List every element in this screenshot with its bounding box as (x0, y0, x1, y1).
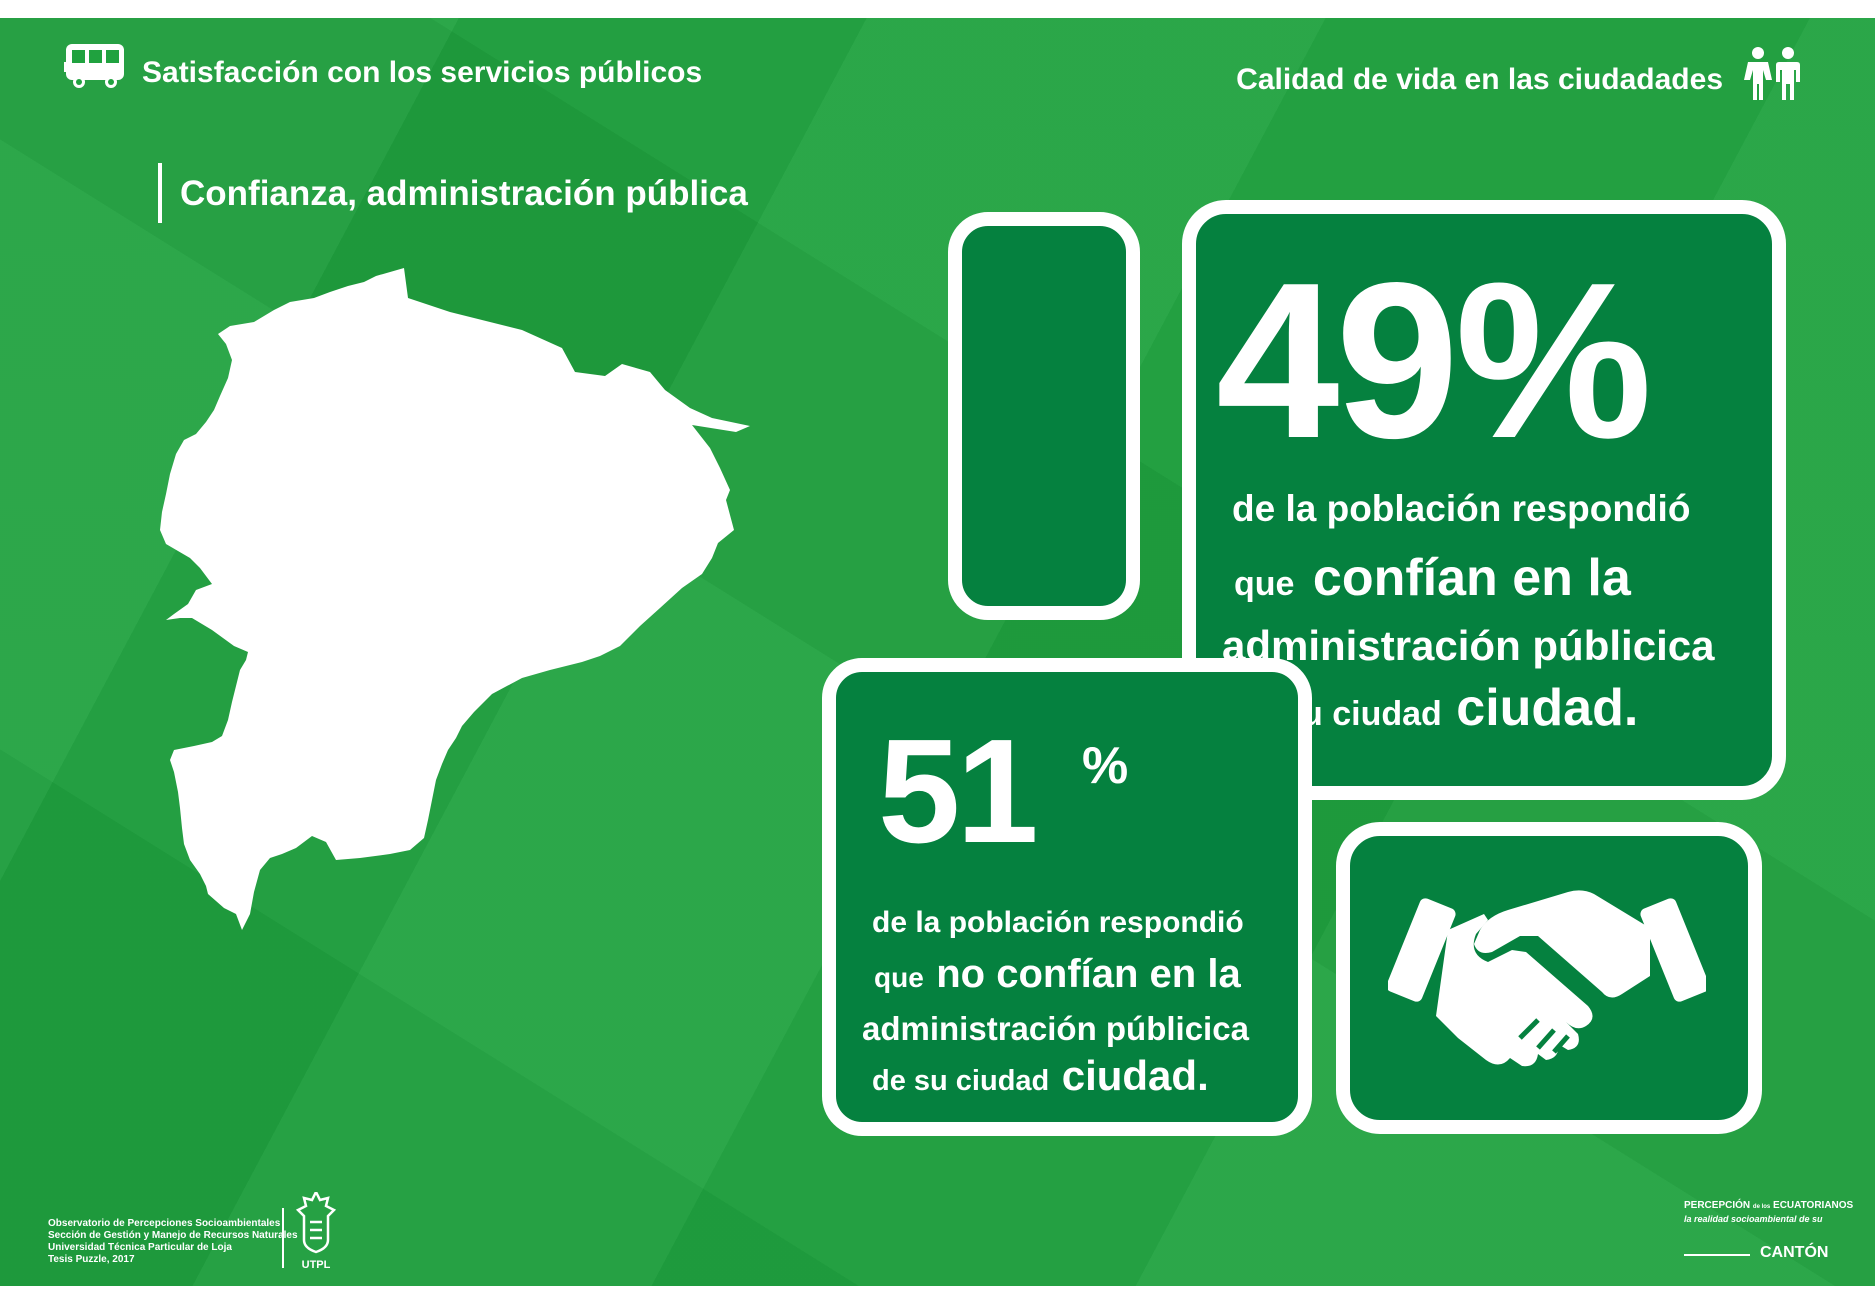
section-divider (158, 163, 162, 223)
utpl-label: UTPL (301, 1259, 331, 1271)
brand-canton: CANTÓN (1760, 1244, 1829, 1261)
stat-trust-emphasis: confían en la (1312, 549, 1631, 607)
stat-distrust-line2: que no confían en la (874, 952, 1241, 997)
stat-trust-line2: que confían en la (1234, 548, 1631, 608)
stat-trust-value: 49% (1216, 237, 1652, 485)
brand-mid: de los (1752, 1204, 1771, 1210)
stat-distrust-line1: de la población respondió (872, 906, 1244, 939)
credit-line-3: Universidad Técnica Particular de Loja (48, 1242, 232, 1253)
utpl-logo: UTPL (295, 1189, 337, 1280)
header-left-title: Satisfacción con los servicios públicos (142, 56, 703, 89)
brand-underline (1684, 1254, 1750, 1256)
footer-divider (282, 1208, 284, 1268)
stat-trust-line3: administración públicica (1222, 622, 1715, 669)
stat-distrust-percent: % (1082, 737, 1129, 795)
ecuador-map-icon (150, 268, 840, 1080)
bus-icon (64, 40, 126, 92)
stat-trust-city-big: ciudad. (1456, 679, 1639, 737)
brand-line-2: la realidad socioambiental de su (1684, 1214, 1823, 1224)
stat-distrust-city-big: ciudad. (1061, 1052, 1209, 1099)
stat-trust-que: que (1234, 565, 1295, 603)
infographic-canvas: Satisfacción con los servicios públicos … (0, 18, 1875, 1286)
empty-box (948, 212, 1140, 620)
stat-distrust-que: que (874, 962, 924, 993)
stat-distrust-line3: administración públicica (862, 1010, 1249, 1047)
stat-distrust-line4: de su ciudad ciudad. (872, 1052, 1209, 1100)
footer-credits: Observatorio de Percepciones Socioambien… (48, 1218, 298, 1266)
stat-trust-line1: de la población respondió (1232, 488, 1691, 529)
credit-line-2: Sección de Gestión y Manejo de Recursos … (48, 1230, 298, 1241)
stat-distrust-number: 51 (878, 709, 1039, 874)
credit-line-4: Tesis Puzzle, 2017 (48, 1254, 135, 1265)
people-icon (1744, 46, 1802, 102)
stat-distrust-emphasis: no confían en la (936, 952, 1241, 996)
brand-ecuatorianos: ECUATORIANOS (1773, 1200, 1854, 1211)
stat-distrust-card (822, 658, 1312, 1136)
brand-logo: PERCEPCIÓN de los ECUATORIANOS la realid… (1684, 1200, 1853, 1261)
brand-line-1: PERCEPCIÓN de los ECUATORIANOS (1684, 1200, 1853, 1213)
section-title: Confianza, administración pública (180, 174, 748, 213)
handshake-icon (1386, 870, 1710, 1082)
header-right-title: Calidad de vida en las ciudadades (1236, 63, 1723, 96)
brand-percepcion: PERCEPCIÓN (1684, 1200, 1751, 1211)
credit-line-1: Observatorio de Percepciones Socioambien… (48, 1218, 281, 1229)
stat-distrust-city-small: de su ciudad (872, 1065, 1050, 1097)
